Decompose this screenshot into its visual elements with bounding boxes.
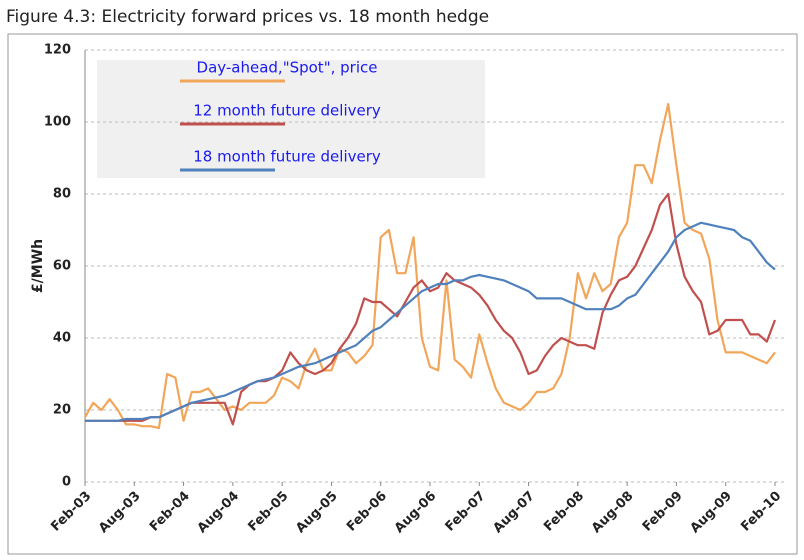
series-line bbox=[85, 221, 776, 422]
y-tick-label: 20 bbox=[53, 403, 71, 418]
y-tick-label: 120 bbox=[44, 43, 71, 58]
series-line bbox=[85, 192, 777, 426]
y-tick-label: 80 bbox=[53, 187, 71, 202]
y-tick-label: 40 bbox=[53, 331, 71, 346]
chart-title: Figure 4.3: Electricity forward prices v… bbox=[6, 7, 489, 27]
y-tick-label: 60 bbox=[53, 259, 71, 274]
legend-box bbox=[97, 60, 485, 178]
legend-label: Day-ahead,"Spot", price bbox=[197, 59, 378, 77]
y-tick-label: 0 bbox=[62, 475, 71, 490]
y-tick-label: 100 bbox=[44, 115, 71, 130]
legend-label: 18 month future delivery bbox=[193, 148, 381, 166]
series-line bbox=[84, 102, 776, 430]
y-axis-label: £/MWh bbox=[30, 239, 46, 293]
legend-label: 12 month future delivery bbox=[193, 102, 381, 120]
